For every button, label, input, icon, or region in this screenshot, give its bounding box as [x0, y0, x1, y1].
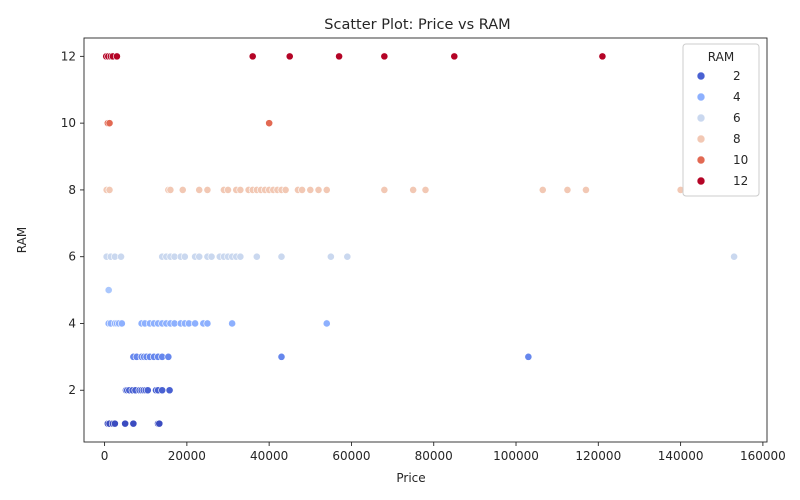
data-point	[228, 319, 237, 328]
legend-entry-label: 10	[733, 153, 748, 167]
data-point	[117, 252, 125, 261]
legend-marker	[696, 176, 706, 186]
data-point	[105, 119, 114, 128]
data-point	[110, 419, 119, 428]
legend-marker	[696, 113, 706, 123]
x-tick-label: 160000	[740, 449, 786, 463]
data-point	[380, 186, 389, 194]
data-point	[281, 186, 290, 194]
data-point	[155, 419, 164, 428]
data-point	[322, 186, 331, 194]
legend-entry-label: 2	[733, 69, 741, 83]
data-point	[343, 252, 352, 261]
legend-entry-label: 12	[733, 174, 748, 188]
data-point	[450, 52, 459, 61]
data-point	[236, 252, 245, 261]
data-point	[306, 186, 315, 194]
legend-entry-label: 8	[733, 132, 741, 146]
data-point	[326, 252, 335, 261]
chart-title: Scatter Plot: Price vs RAM	[324, 17, 510, 33]
data-point	[121, 419, 130, 428]
legend-title: RAM	[708, 50, 734, 64]
data-point	[298, 186, 306, 194]
x-axis-label: Price	[396, 471, 425, 485]
data-points	[102, 52, 738, 428]
x-tick-label: 140000	[658, 449, 704, 463]
data-point	[335, 52, 343, 61]
y-tick-label: 4	[68, 316, 76, 330]
data-point	[203, 186, 212, 194]
y-tick-label: 12	[61, 49, 76, 63]
x-tick-label: 100000	[493, 449, 539, 463]
legend: RAM 2 4 6 8 10 12	[682, 43, 760, 197]
y-axis-label: RAM	[15, 227, 29, 253]
data-point	[166, 186, 175, 194]
data-point	[104, 286, 113, 294]
x-tick-label: 0	[101, 449, 109, 463]
y-tick-label: 8	[68, 183, 76, 197]
data-point	[285, 52, 294, 61]
legend-entry-label: 4	[733, 90, 741, 104]
data-point	[563, 186, 572, 194]
data-point	[195, 252, 204, 261]
legend-entry-label: 6	[733, 111, 741, 125]
data-point	[224, 186, 232, 194]
data-point	[582, 186, 590, 194]
legend-marker	[696, 92, 706, 102]
data-point	[421, 186, 430, 194]
legend-marker	[696, 134, 706, 144]
data-point	[180, 252, 189, 261]
data-point	[203, 319, 212, 328]
data-point	[195, 186, 204, 194]
legend-marker	[696, 71, 706, 81]
data-point	[538, 186, 547, 194]
data-point	[178, 186, 187, 194]
data-point	[191, 319, 199, 328]
data-point	[322, 319, 331, 328]
y-tick-label: 6	[68, 250, 76, 264]
data-point	[165, 386, 174, 395]
data-point	[236, 186, 245, 194]
x-tick-label: 60000	[332, 449, 370, 463]
data-point	[248, 52, 257, 61]
plot-frame	[83, 37, 768, 443]
data-point	[277, 352, 286, 361]
data-point	[380, 52, 389, 61]
y-tick-label: 10	[61, 116, 76, 130]
x-tick-label: 120000	[575, 449, 621, 463]
data-point	[207, 252, 216, 261]
data-point	[164, 352, 173, 361]
x-tick-label: 40000	[250, 449, 288, 463]
data-point	[143, 386, 152, 395]
data-point	[265, 119, 274, 128]
data-point	[117, 319, 126, 328]
data-point	[524, 352, 533, 361]
data-point	[409, 186, 418, 194]
data-point	[158, 386, 167, 395]
legend-marker	[696, 155, 706, 165]
legend-entries: 2 4 6 8 10 12	[696, 69, 748, 188]
y-axis-ticks: 2 4 6 8 10 12	[61, 49, 84, 397]
x-tick-label: 20000	[168, 449, 206, 463]
data-point	[277, 252, 286, 261]
data-point	[730, 252, 738, 261]
data-point	[113, 52, 121, 61]
x-tick-label: 80000	[415, 449, 453, 463]
x-axis-ticks: 0 20000 40000 60000 80000 100000 120000 140000 1…	[101, 442, 786, 463]
data-point	[598, 52, 607, 61]
data-point	[105, 186, 114, 194]
data-point	[314, 186, 323, 194]
data-point	[129, 419, 138, 428]
y-tick-label: 2	[68, 383, 76, 397]
data-point	[252, 252, 261, 261]
